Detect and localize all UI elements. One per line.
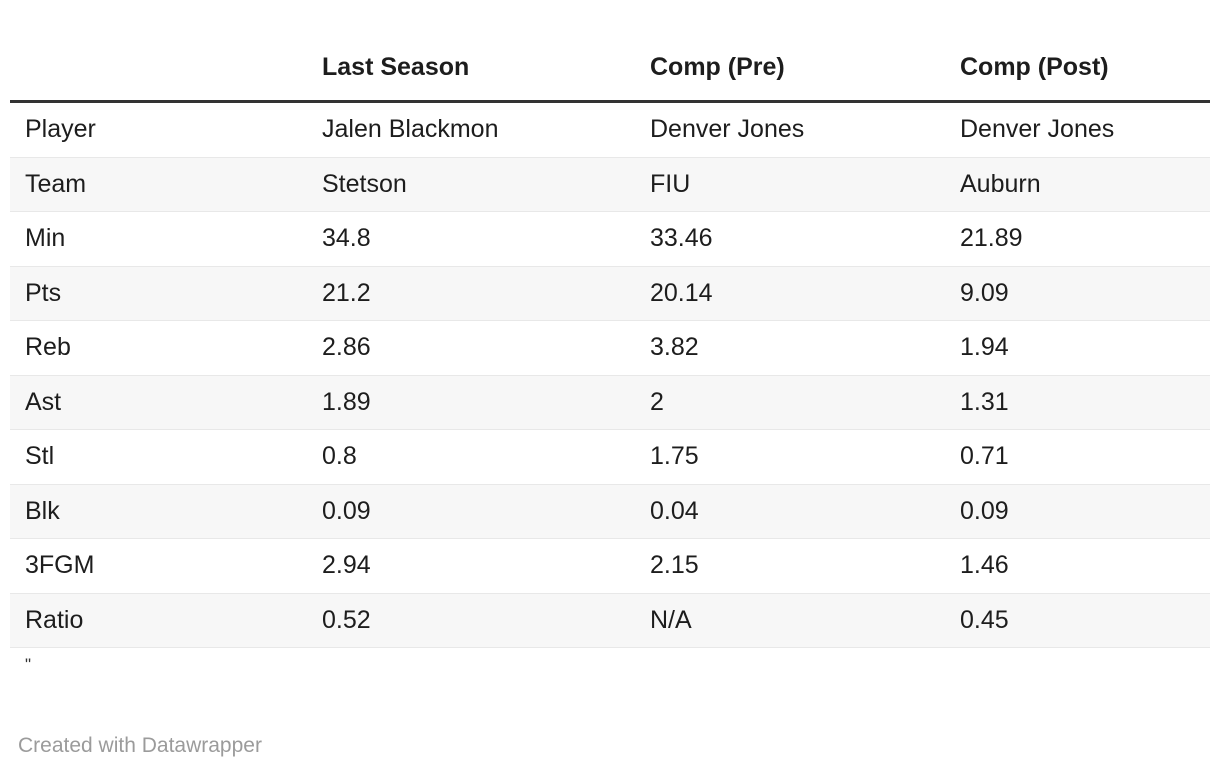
table-cell: 0.09 bbox=[945, 484, 1210, 539]
stats-table-container: Last Season Comp (Pre) Comp (Post) Playe… bbox=[10, 40, 1210, 675]
table-notes: " bbox=[25, 655, 32, 674]
table-cell: 1.89 bbox=[307, 375, 635, 430]
table-cell: Stetson bbox=[307, 157, 635, 212]
column-header-comp-pre: Comp (Pre) bbox=[635, 40, 945, 103]
table-cell: 9.09 bbox=[945, 266, 1210, 321]
table-cell: 20.14 bbox=[635, 266, 945, 321]
table-cell: FIU bbox=[635, 157, 945, 212]
table-row-team: Team Stetson FIU Auburn bbox=[10, 157, 1210, 212]
table-cell: 0.09 bbox=[307, 484, 635, 539]
table-header: Last Season Comp (Pre) Comp (Post) bbox=[10, 40, 1210, 103]
table-cell: 21.2 bbox=[307, 266, 635, 321]
table-row-blk: Blk 0.09 0.04 0.09 bbox=[10, 484, 1210, 539]
table-cell: 2.15 bbox=[635, 538, 945, 594]
table-row-ratio: Ratio 0.52 N/A 0.45 bbox=[10, 593, 1210, 648]
table-cell: 2 bbox=[635, 375, 945, 430]
table-cell: Jalen Blackmon bbox=[307, 101, 635, 158]
table-row-pts: Pts 21.2 20.14 9.09 bbox=[10, 266, 1210, 321]
table-body: Player Jalen Blackmon Denver Jones Denve… bbox=[10, 101, 1210, 648]
table-cell: 1.75 bbox=[635, 429, 945, 485]
table-cell: 3.82 bbox=[635, 320, 945, 376]
table-cell: 1.31 bbox=[945, 375, 1210, 430]
column-header-comp-post: Comp (Post) bbox=[945, 40, 1210, 103]
table-row-player: Player Jalen Blackmon Denver Jones Denve… bbox=[10, 101, 1210, 158]
datawrapper-attribution-link[interactable]: Created with Datawrapper bbox=[18, 734, 262, 757]
table-cell: 0.8 bbox=[307, 429, 635, 485]
table-cell: Auburn bbox=[945, 157, 1210, 212]
table-cell: 1.46 bbox=[945, 538, 1210, 594]
table-cell: N/A bbox=[635, 593, 945, 648]
table-row-min: Min 34.8 33.46 21.89 bbox=[10, 211, 1210, 267]
column-header-empty bbox=[10, 40, 307, 103]
table-cell: 2.86 bbox=[307, 320, 635, 376]
table-cell: 33.46 bbox=[635, 211, 945, 267]
row-label: Blk bbox=[10, 484, 307, 539]
row-label: 3FGM bbox=[10, 538, 307, 594]
table-cell: Denver Jones bbox=[635, 101, 945, 158]
table-cell: Denver Jones bbox=[945, 101, 1210, 158]
table-cell: 0.04 bbox=[635, 484, 945, 539]
table-cell: 2.94 bbox=[307, 538, 635, 594]
table-cell: 1.94 bbox=[945, 320, 1210, 376]
row-label: Min bbox=[10, 211, 307, 267]
row-label: Pts bbox=[10, 266, 307, 321]
row-label: Ratio bbox=[10, 593, 307, 648]
column-header-last-season: Last Season bbox=[307, 40, 635, 103]
row-label: Team bbox=[10, 157, 307, 212]
table-row-reb: Reb 2.86 3.82 1.94 bbox=[10, 320, 1210, 376]
row-label: Player bbox=[10, 101, 307, 158]
table-row-stl: Stl 0.8 1.75 0.71 bbox=[10, 429, 1210, 485]
table-row-ast: Ast 1.89 2 1.31 bbox=[10, 375, 1210, 430]
table-cell: 0.52 bbox=[307, 593, 635, 648]
stats-table: Last Season Comp (Pre) Comp (Post) Playe… bbox=[10, 40, 1210, 648]
header-row: Last Season Comp (Pre) Comp (Post) bbox=[10, 40, 1210, 103]
table-cell: 34.8 bbox=[307, 211, 635, 267]
table-cell: 0.71 bbox=[945, 429, 1210, 485]
row-label: Reb bbox=[10, 320, 307, 376]
row-label: Stl bbox=[10, 429, 307, 485]
table-cell: 0.45 bbox=[945, 593, 1210, 648]
row-label: Ast bbox=[10, 375, 307, 430]
table-cell: 21.89 bbox=[945, 211, 1210, 267]
table-row-3fgm: 3FGM 2.94 2.15 1.46 bbox=[10, 538, 1210, 594]
